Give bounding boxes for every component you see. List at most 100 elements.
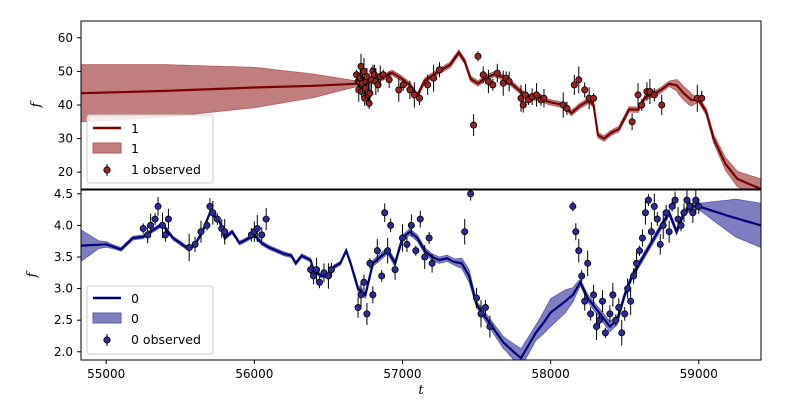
- bot-data-point: [653, 215, 661, 223]
- bot-data-point: [366, 259, 374, 267]
- top-data-point: [590, 94, 598, 102]
- bottom-observed-points: [139, 190, 703, 346]
- bottom-legend-point-swatch: [103, 336, 111, 344]
- top-data-point: [470, 121, 478, 129]
- bot-y-tick-label: 4.5: [54, 187, 73, 201]
- top-panel: 20 30 40 50 60 f 1 1 1 observed: [29, 20, 762, 190]
- bot-data-point: [630, 272, 638, 280]
- top-data-point: [493, 69, 501, 77]
- bot-data-point: [258, 231, 266, 239]
- bot-data-point: [689, 209, 697, 217]
- top-data-point: [430, 74, 438, 82]
- bot-data-point: [481, 304, 489, 312]
- bottom-x-ticks: 55000 56000 57000 58000 59000: [87, 360, 718, 381]
- bot-data-point: [416, 215, 424, 223]
- top-data-point: [628, 118, 636, 126]
- bot-data-point: [615, 304, 623, 312]
- bot-data-point: [569, 202, 577, 210]
- bot-data-point: [316, 278, 324, 286]
- bot-data-point: [363, 310, 371, 318]
- bot-data-point: [357, 291, 365, 299]
- bot-data-point: [575, 247, 583, 255]
- bot-data-point: [185, 244, 193, 252]
- bot-data-point: [391, 266, 399, 274]
- bot-data-point: [686, 202, 694, 210]
- bot-data-point: [633, 259, 641, 267]
- bot-data-point: [598, 297, 606, 305]
- x-tick-label: 56000: [235, 367, 273, 381]
- top-data-point: [533, 91, 541, 99]
- bot-data-point: [572, 228, 580, 236]
- bot-y-tick-label: 3.0: [54, 282, 73, 296]
- top-data-point: [570, 81, 578, 89]
- bot-data-point: [327, 266, 335, 274]
- bot-data-point: [656, 240, 664, 248]
- bot-data-point: [158, 221, 166, 229]
- top-data-point: [406, 86, 414, 94]
- top-y-tick-label: 60: [58, 31, 73, 45]
- top-legend-point-swatch: [103, 166, 111, 174]
- bot-data-point: [213, 215, 221, 223]
- x-tick-label: 55000: [87, 367, 125, 381]
- bot-data-point: [253, 225, 261, 233]
- bot-data-point: [473, 294, 481, 302]
- top-y-tick-label: 20: [58, 165, 73, 179]
- bot-data-point: [581, 297, 589, 305]
- bottom-legend-band-swatch: [92, 312, 122, 324]
- bottom-legend-box: [86, 285, 214, 355]
- top-data-point: [385, 76, 393, 84]
- bot-data-point: [203, 221, 211, 229]
- bot-data-point: [154, 202, 162, 210]
- bottom-legend-entry-observed: 0 observed: [131, 332, 201, 347]
- bot-data-point: [601, 329, 609, 337]
- top-data-point: [361, 84, 369, 92]
- bot-data-point: [369, 291, 377, 299]
- top-data-point: [395, 86, 403, 94]
- bot-data-point: [373, 247, 381, 255]
- bottom-legend-entry-band: 0: [131, 311, 139, 326]
- bot-data-point: [671, 196, 679, 204]
- top-confidence-band: [81, 49, 761, 189]
- bottom-legend: 0 0 0 observed: [86, 285, 214, 355]
- top-data-point: [416, 94, 424, 102]
- top-data-point: [540, 94, 548, 102]
- top-data-point: [410, 91, 418, 99]
- top-y-tick-label: 40: [58, 98, 73, 112]
- top-data-point: [370, 71, 378, 79]
- bot-data-point: [578, 272, 586, 280]
- bot-data-point: [467, 190, 475, 198]
- bot-data-point: [647, 228, 655, 236]
- bot-data-point: [584, 259, 592, 267]
- bot-data-point: [659, 221, 667, 229]
- top-legend-entry-band: 1: [131, 141, 139, 156]
- top-data-point: [474, 52, 482, 60]
- top-y-ticks: 20 30 40 50 60: [58, 31, 81, 179]
- bottom-y-axis-label: f: [25, 270, 40, 278]
- x-tick-label: 59000: [680, 367, 718, 381]
- bot-data-point: [354, 304, 362, 312]
- top-data-point: [366, 89, 374, 97]
- bot-data-point: [692, 196, 700, 204]
- bot-data-point: [587, 310, 595, 318]
- bottom-legend-entry-line: 0: [131, 291, 139, 306]
- bot-data-point: [209, 209, 217, 217]
- bot-data-point: [486, 323, 494, 331]
- bot-data-point: [627, 297, 635, 305]
- bot-data-point: [618, 329, 626, 337]
- top-data-point: [424, 81, 432, 89]
- bot-data-point: [477, 310, 485, 318]
- x-tick-label: 58000: [532, 367, 570, 381]
- bottom-panel: 2.02.53.03.54.04.5 55000 56000 57000 58000 5…: [25, 187, 762, 398]
- top-legend-entry-line: 1: [131, 121, 139, 136]
- bot-data-point: [387, 221, 395, 229]
- bot-y-tick-label: 2.0: [54, 345, 73, 359]
- bot-data-point: [636, 247, 644, 255]
- top-observed-points: [353, 51, 706, 137]
- bot-data-point: [590, 291, 598, 299]
- top-y-tick-label: 50: [58, 64, 73, 78]
- bot-data-point: [641, 209, 649, 217]
- top-data-point: [479, 71, 487, 79]
- bot-data-point: [360, 278, 368, 286]
- bot-data-point: [668, 202, 676, 210]
